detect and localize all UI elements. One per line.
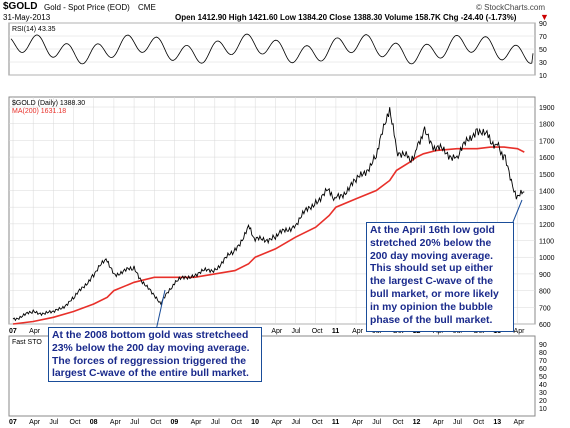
bottom-tick-label: 30 xyxy=(539,390,547,397)
bottom-tick-label: 50 xyxy=(539,374,547,381)
y-tick-label: 1200 xyxy=(539,222,555,229)
ma-label: MA(200) 1631.18 xyxy=(12,108,66,115)
x-tick-label: Jul xyxy=(211,419,220,426)
bottom-tick-label: 90 xyxy=(539,342,547,349)
x-tick-label: Oct xyxy=(473,419,484,426)
right-callout-line-8: phase of the bull market. xyxy=(370,314,493,326)
bottom-tick-label: 40 xyxy=(539,382,547,389)
x-tick-label: 08 xyxy=(90,419,98,426)
y-tick-label: 1700 xyxy=(539,138,555,145)
y-tick-label: 700 xyxy=(539,305,551,312)
right-callout-line-5: the largest C-wave of the xyxy=(370,276,493,288)
x-tick-label: Oct xyxy=(231,419,242,426)
right-callout-line-7: in my opinion the bubble xyxy=(370,301,493,313)
exchange: CME xyxy=(138,3,156,12)
x-tick-label: 10 xyxy=(251,419,259,426)
x-tick-label: 13 xyxy=(493,419,501,426)
y-tick-label: 1600 xyxy=(539,155,555,162)
x-tick-label: Jul xyxy=(130,419,139,426)
rsi-tick-label: 30 xyxy=(539,60,547,67)
x-tick-label: Apr xyxy=(29,328,41,335)
rsi-label: RSI(14) 43.35 xyxy=(12,26,56,33)
x-tick-label: Jul xyxy=(453,419,462,426)
bottom-label: Fast STO xyxy=(12,339,42,346)
bottom-tick-label: 80 xyxy=(539,350,547,357)
x-tick-label: Jul xyxy=(292,328,301,335)
x-tick-label: Apr xyxy=(271,419,283,426)
y-tick-label: 1400 xyxy=(539,188,555,195)
rsi-tick-label: 90 xyxy=(539,21,547,28)
x-tick-label: 09 xyxy=(170,419,178,426)
right-callout-line-6: bull market, or more likely xyxy=(370,288,499,300)
x-tick-label: Apr xyxy=(191,419,203,426)
rsi-line xyxy=(10,33,534,65)
left-callout-line-4: largest C-wave of the entire bull market… xyxy=(52,368,249,380)
y-tick-label: 800 xyxy=(539,289,551,296)
x-axis-bottom: 07 Apr Jul Oct 08 Apr Jul Oct 09 Apr Jul Oct 10 Apr Ju… xyxy=(9,419,525,426)
x-tick-label: Apr xyxy=(514,328,526,335)
x-tick-label: Apr xyxy=(29,419,41,426)
x-tick-label: 11 xyxy=(332,328,340,335)
right-callout-pointer xyxy=(512,199,523,223)
rsi-tick-label: 10 xyxy=(539,73,547,80)
x-tick-label: Apr xyxy=(514,419,526,426)
bottom-tick-label: 10 xyxy=(539,406,547,413)
y-tick-label: 600 xyxy=(539,322,551,329)
symbol: $GOLD xyxy=(3,1,38,12)
gold-price-line xyxy=(12,107,525,322)
y-tick-label: 1500 xyxy=(539,172,555,179)
x-tick-label: Apr xyxy=(433,419,445,426)
right-callout-line-3: 200 day moving average. xyxy=(370,250,494,262)
left-callout-line-1: At the 2008 bottom gold was stretcheed xyxy=(52,330,249,341)
down-arrow-icon: ▼ xyxy=(540,12,549,22)
y-tick-label: 1300 xyxy=(539,205,555,212)
x-tick-label: Jul xyxy=(292,419,301,426)
x-tick-label: Oct xyxy=(392,419,403,426)
right-callout-line-4: This should set up either xyxy=(370,263,493,275)
right-callout-line-1: At the April 16th low gold xyxy=(370,225,495,236)
rsi-tick-label: 50 xyxy=(539,47,547,54)
x-tick-label: 07 xyxy=(9,419,17,426)
x-tick-label: Apr xyxy=(352,419,364,426)
left-callout: At the 2008 bottom gold was stretcheed 2… xyxy=(48,327,262,382)
bottom-tick-label: 20 xyxy=(539,398,547,405)
x-tick-label: 12 xyxy=(413,419,421,426)
x-tick-label: Oct xyxy=(70,419,81,426)
left-callout-line-2: 23% below the 200 day moving average. xyxy=(52,342,250,354)
price-label: $GOLD (Daily) 1388.30 xyxy=(12,100,85,107)
y-tick-label: 1900 xyxy=(539,105,555,112)
x-tick-label: Oct xyxy=(312,328,323,335)
x-tick-label: Oct xyxy=(312,419,323,426)
rsi-tick-label: 70 xyxy=(539,34,547,41)
price-axis: 600 700 800 900 1000 1100 1200 1300 1400 1500 1600… xyxy=(539,105,555,329)
x-tick-label: 11 xyxy=(332,419,340,426)
bottom-tick-label: 70 xyxy=(539,358,547,365)
bottom-tick-label: 60 xyxy=(539,366,547,373)
chart-date: 31-May-2013 xyxy=(3,13,51,22)
x-tick-label: Oct xyxy=(150,419,161,426)
x-tick-label: Jul xyxy=(49,419,58,426)
left-callout-line-3: The forces of reggression triggered the xyxy=(52,355,246,367)
y-tick-label: 1000 xyxy=(539,255,555,262)
symbol-description: Gold - Spot Price (EOD) xyxy=(44,3,130,12)
x-tick-label: Apr xyxy=(352,328,364,335)
ohlc-readout: Open 1412.90 High 1421.60 Low 1384.20 Cl… xyxy=(175,13,517,22)
right-callout: At the April 16th low gold stretched 20%… xyxy=(366,222,514,332)
watermark: © StockCharts.com xyxy=(476,3,546,12)
x-tick-label: Jul xyxy=(372,419,381,426)
right-callout-line-2: stretched 20% below the xyxy=(370,237,492,249)
y-tick-label: 1800 xyxy=(539,122,555,129)
y-tick-label: 900 xyxy=(539,272,551,279)
x-tick-label: Apr xyxy=(271,328,283,335)
x-tick-label: 07 xyxy=(9,328,17,335)
x-tick-label: Apr xyxy=(110,419,122,426)
y-tick-label: 1100 xyxy=(539,239,554,246)
